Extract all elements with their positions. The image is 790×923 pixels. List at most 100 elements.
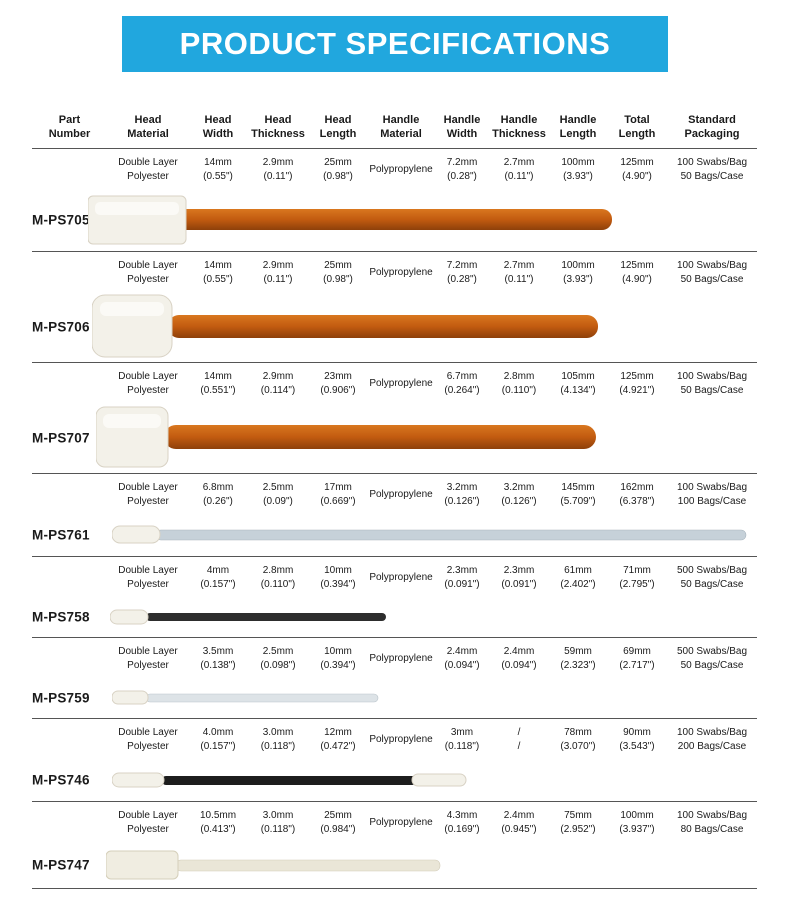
spec-handle-length: 105mm (4.134") [560,370,596,397]
product-row: Double Layer Polyester 4.0mm (0.157") 3.0m… [32,719,757,802]
spec-packaging: 100 Swabs/Bag 80 Bags/Case [676,809,748,836]
header-part-number: Part Number [48,114,91,141]
swab-image-ivory-paddle [106,850,441,880]
swab-image-small-dark [110,609,386,625]
product-row: Double Layer Polyester 14mm (0.55") 2.9mm(… [32,252,757,363]
product-row: Double Layer Polyester 14mm (0.551") 2.9mm… [32,363,757,474]
header-head-thickness: Head Thickness [251,114,305,141]
part-number: M-PS707 [32,430,90,446]
part-number: M-PS705 [32,212,90,228]
banner: PRODUCT SPECIFICATIONS [122,16,668,72]
spec-handle-length: 75mm (2.952") [560,809,596,836]
spec-head-thickness: 2.9mm (0.11") [262,156,294,183]
spec-packaging: 500 Swabs/Bag 50 Bags/Case [676,645,748,672]
swab-image-spade-paddle [96,406,596,468]
swab-image-small-pale [112,690,379,705]
spec-handle-material: Polypropylene [369,163,433,175]
product-row: Double Layer Polyester 10.5mm (0.413") 3.0… [32,802,757,889]
product-row: Double Layer Polyester 3.5mm (0.138") 2.5m… [32,638,757,719]
spec-handle-material: Polypropylene [369,488,433,500]
spec-handle-length: 78mm (3.070") [560,726,596,753]
swab-image-round-paddle [92,294,598,358]
spec-head-thickness: 3.0mm (0.118") [260,726,296,753]
spec-head-width: 4.0mm (0.157") [200,726,236,753]
spec-handle-thickness: 2.8mm (0.110") [501,370,537,397]
spec-head-thickness: 3.0mm (0.118") [260,809,296,836]
spec-head-material: Double Layer Polyester [118,370,178,397]
spec-handle-length: 100mm (3.93") [561,156,595,183]
spec-handle-width: 6.7mm (0.264") [444,370,480,397]
spec-packaging: 100 Swabs/Bag 50 Bags/Case [676,156,748,183]
spec-head-material: Double Layer Polyester [118,809,178,836]
header-handle-material: Handle Material [380,114,422,141]
spec-head-length: 25mm (0.98") [323,156,353,183]
product-row: Double Layer Polyester 4mm (0.157") 2.8mm(… [32,557,757,638]
page-title: PRODUCT SPECIFICATIONS [179,26,611,61]
swab-image-flat-paddle [88,195,612,245]
spec-packaging: 100 Swabs/Bag 50 Bags/Case [676,370,748,397]
spec-handle-material: Polypropylene [369,652,433,664]
spec-head-length: 10mm (0.394") [320,645,356,672]
header-head-material: Head Material [127,114,169,141]
spec-handle-width: 4.3mm (0.169") [444,809,480,836]
spec-head-thickness: 2.9mm (0.114") [260,370,296,397]
spec-handle-length: 61mm (2.402") [560,564,596,591]
spec-handle-thickness: 2.3mm (0.091") [501,564,537,591]
spec-head-material: Double Layer Polyester [118,564,178,591]
spec-head-width: 14mm (0.55") [203,259,233,286]
spec-handle-width: 3mm (0.118") [444,726,480,753]
spec-handle-width: 3.2mm (0.126") [444,481,480,508]
spec-handle-material: Polypropylene [369,816,433,828]
spec-head-material: Double Layer Polyester [118,481,178,508]
spec-table: Part Number Head Material Head Width Head Th… [32,106,757,889]
spec-head-length: 25mm (0.98") [323,259,353,286]
spec-handle-material: Polypropylene [369,733,433,745]
spec-head-thickness: 2.5mm (0.09") [262,481,294,508]
header-head-length: Head Length [319,114,357,141]
spec-total-length: 90mm (3.543") [619,726,655,753]
swab-image-double-ended [112,772,467,788]
spec-handle-length: 100mm (3.93") [561,259,595,286]
part-number: M-PS759 [32,690,90,706]
spec-handle-material: Polypropylene [369,571,433,583]
spec-handle-material: Polypropylene [369,266,433,278]
part-number: M-PS706 [32,319,90,335]
spec-head-material: Double Layer Polyester [118,259,178,286]
spec-packaging: 100 Swabs/Bag 50 Bags/Case [676,259,748,286]
spec-head-width: 14mm (0.55") [203,156,233,183]
spec-total-length: 100mm (3.937") [619,809,655,836]
spec-head-width: 3.5mm (0.138") [200,645,236,672]
header-handle-thickness: Handle Thickness [492,114,546,141]
spec-total-length: 125mm (4.90") [620,259,654,286]
spec-handle-thickness: 3.2mm (0.126") [501,481,537,508]
part-number: M-PS761 [32,527,90,543]
product-row: Double Layer Polyester 6.8mm (0.26") 2.5mm… [32,474,757,557]
part-number: M-PS747 [32,857,90,873]
header-handle-width: Handle Width [443,114,481,141]
spec-handle-width: 7.2mm (0.28") [446,156,478,183]
part-number: M-PS758 [32,609,90,625]
spec-head-width: 6.8mm (0.26") [202,481,234,508]
spec-handle-thickness: / / [517,726,521,753]
spec-head-length: 12mm (0.472") [320,726,356,753]
swab-image-long-thin [112,525,747,544]
spec-head-length: 10mm (0.394") [320,564,356,591]
spec-total-length: 69mm (2.717") [619,645,655,672]
part-number: M-PS746 [32,772,90,788]
header-total-length: Total Length [618,114,656,141]
spec-handle-material: Polypropylene [369,377,433,389]
table-header-row: Part Number Head Material Head Width Head Th… [32,106,757,149]
spec-handle-thickness: 2.7mm (0.11") [503,259,535,286]
header-head-width: Head Width [202,114,234,141]
spec-head-length: 17mm (0.669") [320,481,356,508]
spec-head-width: 4mm (0.157") [200,564,236,591]
spec-packaging: 500 Swabs/Bag 50 Bags/Case [676,564,748,591]
spec-head-thickness: 2.5mm (0.098") [260,645,296,672]
spec-head-length: 23mm (0.906") [320,370,356,397]
spec-handle-width: 2.4mm (0.094") [444,645,480,672]
spec-packaging: 100 Swabs/Bag 200 Bags/Case [676,726,748,753]
spec-packaging: 100 Swabs/Bag 100 Bags/Case [676,481,748,508]
spec-head-material: Double Layer Polyester [118,726,178,753]
spec-handle-thickness: 2.4mm (0.945") [501,809,537,836]
spec-head-thickness: 2.8mm (0.110") [260,564,296,591]
